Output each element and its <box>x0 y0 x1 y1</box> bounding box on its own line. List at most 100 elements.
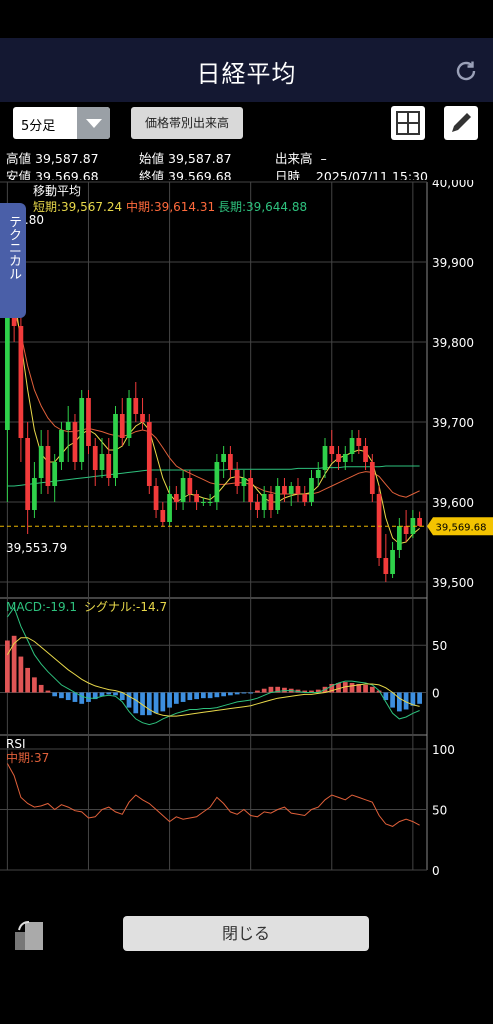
candle <box>268 494 274 510</box>
candle <box>133 398 139 414</box>
candle <box>72 422 78 462</box>
macd-histogram-bar <box>140 692 145 716</box>
low-marker-label: 39,553.79 <box>6 541 67 555</box>
candle <box>248 478 254 502</box>
candle <box>383 558 389 574</box>
macd-histogram-bar <box>99 692 105 697</box>
candle <box>79 398 85 462</box>
macd-histogram-bar <box>5 640 10 693</box>
macd-histogram-bar <box>221 692 227 697</box>
close-button[interactable]: 閉じる <box>123 916 369 951</box>
macd-histogram-bar <box>11 635 17 693</box>
toolbar: 5分足 価格帯別出来高 <box>0 102 493 144</box>
macd-histogram-bar <box>336 683 341 693</box>
volume-profile-button[interactable]: 価格帯別出来高 <box>131 107 243 139</box>
candle <box>322 446 328 470</box>
technical-tab[interactable]: テクニカル <box>0 203 26 318</box>
current-price-label: 39,569.68 <box>436 522 487 533</box>
macd-histogram-bar <box>241 692 247 694</box>
y-tick-label: 50 <box>432 804 447 818</box>
candle <box>119 414 125 438</box>
macd-histogram-bar <box>32 677 37 693</box>
y-tick-label: 40,000 <box>432 180 474 190</box>
candle <box>153 486 159 510</box>
candle <box>45 446 51 486</box>
candle <box>261 494 267 510</box>
grid-button[interactable] <box>391 106 425 140</box>
candle <box>369 462 375 494</box>
candle <box>99 454 105 470</box>
candle <box>396 526 402 550</box>
macd-histogram-bar <box>45 690 51 693</box>
chevron-down-icon[interactable] <box>77 107 110 139</box>
macd-histogram-bar <box>255 690 260 693</box>
current-price-tag <box>427 517 493 536</box>
macd-histogram-bar <box>410 692 416 706</box>
candle <box>228 454 233 470</box>
candle <box>214 462 220 502</box>
rotate-icon[interactable] <box>11 918 47 952</box>
header-bar: 日経平均 <box>0 38 493 102</box>
macd-histogram-bar <box>315 689 321 693</box>
y-tick-label: 0 <box>432 686 440 700</box>
macd-histogram-bar <box>207 692 213 699</box>
candlestick-chart[interactable]: 40,00039,90039,80039,70039,60039,5009:00… <box>0 176 493 894</box>
candle <box>160 510 166 522</box>
macd-histogram-bar <box>153 692 159 714</box>
macd-signal-label: シグナル:-14.7 <box>84 600 167 614</box>
refresh-icon[interactable] <box>453 58 479 84</box>
candle <box>315 470 321 478</box>
ma-label: 短期:39,567.24 <box>33 200 122 214</box>
macd-histogram-bar <box>200 692 206 699</box>
macd-histogram-bar <box>92 692 98 700</box>
draw-button[interactable] <box>444 106 478 140</box>
macd-histogram-bar <box>275 686 281 693</box>
candle <box>25 438 31 510</box>
candle <box>275 486 281 510</box>
macd-histogram-bar <box>390 692 395 708</box>
macd-histogram-bar <box>234 692 240 695</box>
macd-histogram-bar <box>309 690 314 693</box>
candle <box>309 478 314 502</box>
candle <box>221 454 227 462</box>
candle <box>126 398 132 438</box>
page-title: 日経平均 <box>196 60 297 88</box>
candle <box>173 494 179 502</box>
candle <box>336 454 341 462</box>
main-pane-title: 移動平均 <box>33 184 81 198</box>
candle <box>52 462 58 486</box>
macd-histogram-bar <box>160 692 166 712</box>
candle <box>356 438 362 446</box>
ma-short-line <box>6 261 420 545</box>
macd-histogram-bar <box>86 692 91 702</box>
y-tick-label: 100 <box>432 743 455 757</box>
y-tick-label: 39,500 <box>432 576 474 590</box>
info-volume: 出来高 – <box>275 151 327 166</box>
rsi-mid-label: 中期:37 <box>6 750 49 765</box>
macd-histogram-bar <box>261 688 267 693</box>
macd-histogram-bar <box>126 692 132 708</box>
pencil-icon <box>452 113 471 132</box>
macd-histogram-bar <box>187 692 193 701</box>
macd-histogram-bar <box>146 692 152 716</box>
candle <box>187 478 193 494</box>
candle <box>363 446 368 462</box>
chart-area[interactable]: 40,00039,90039,80039,70039,60039,5009:00… <box>0 176 493 894</box>
candle <box>113 414 118 478</box>
candle <box>282 486 287 494</box>
candle <box>180 478 186 502</box>
candle <box>38 446 44 478</box>
ma-label: 長期:39,644.88 <box>218 200 307 214</box>
candle <box>146 422 152 486</box>
interval-value: 5分足 <box>21 119 56 134</box>
interval-select[interactable]: 5分足 <box>13 107 110 139</box>
candle <box>417 518 422 526</box>
candle <box>342 454 348 462</box>
candle <box>167 494 172 522</box>
candle <box>288 486 294 494</box>
macd-histogram-bar <box>369 686 375 693</box>
macd-histogram-bar <box>113 692 118 696</box>
macd-histogram-bar <box>214 692 220 698</box>
candle <box>106 454 112 478</box>
macd-histogram-bar <box>180 692 186 702</box>
